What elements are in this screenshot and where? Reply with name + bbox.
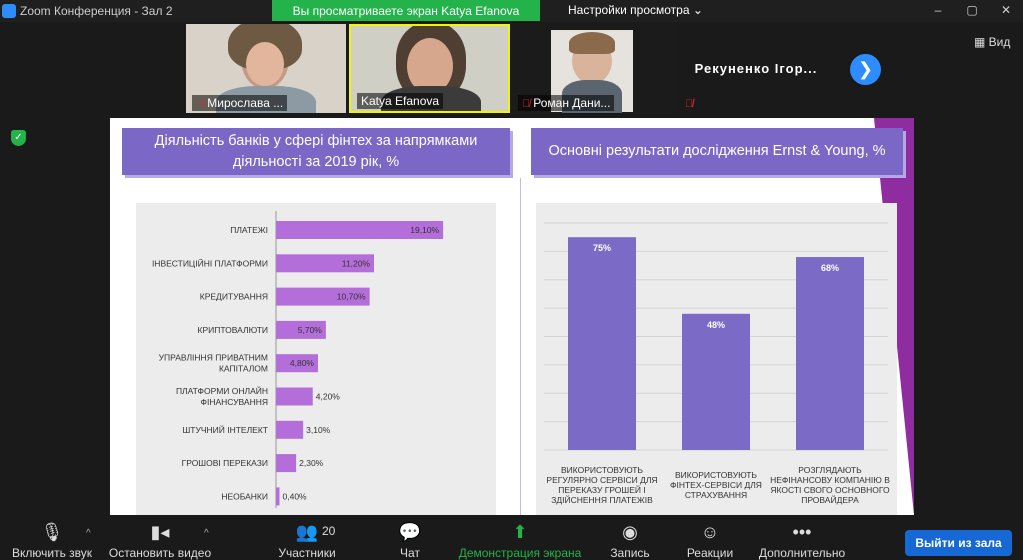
category-label: ГРОШОВІ ПЕРЕКАЗИ (182, 458, 268, 468)
bar-value-label: 11,20% (342, 258, 371, 268)
minimize-button[interactable]: – (934, 3, 942, 17)
next-page-arrow-icon[interactable]: ❯ (850, 54, 881, 85)
chat-button[interactable]: 💬 Чат (388, 518, 432, 560)
reactions-button[interactable]: ☺ Реакции (680, 518, 740, 560)
participants-button[interactable]: 👥 Участники (270, 518, 344, 560)
bar-value-label: 4,20% (316, 392, 341, 402)
share-screen-arrow-icon: ⬆ (512, 522, 528, 542)
bar-h (276, 420, 304, 439)
video-camera-icon: ▮◂ (150, 522, 170, 542)
category-label: ПЛАТЕЖІ (230, 225, 268, 235)
bar-value-label: 0,40% (283, 491, 308, 501)
stop-video-button[interactable]: ▮◂ Остановить видео (102, 518, 218, 560)
category-label: КРИПТОВАЛЮТИ (198, 325, 269, 335)
participant-name-large: Рекуненко Ігор... (694, 61, 818, 76)
meeting-toolbar: 🎙 Включить звук ▮◂ Остановить видео 👥 Уч… (0, 518, 1023, 560)
participant-tile-no-video[interactable]: Рекуненко Ігор... 🎙̸ (675, 24, 837, 113)
bar-h (276, 354, 318, 373)
microphone-muted-icon: 🎙 (40, 522, 64, 542)
participant-tile[interactable]: 🎙̸ Роман Дани... (512, 24, 673, 113)
bar-value-label: 75% (593, 243, 611, 253)
participant-tile[interactable]: 🎙̸ Мирослава ... (186, 24, 346, 113)
bar-value-label: 4,80% (290, 358, 315, 368)
unmute-button[interactable]: 🎙 Включить звук (4, 518, 100, 560)
category-label: РОЗГЛЯДАЮТЬ НЕФІНАНСОВУ КОМПАНІЮ В ЯКОСТІ … (770, 465, 890, 505)
bar-h (276, 287, 370, 306)
participant-name: 🎙̸ Роман Дани... (518, 95, 615, 111)
bar-value-label: 5,70% (298, 325, 323, 335)
bar-h (276, 454, 297, 473)
right-chart-title: Основні результати дослідження Ernst & Y… (531, 128, 903, 175)
bar-value-label: 19,10% (410, 225, 439, 235)
bar-value-label: 2,30% (299, 458, 324, 468)
maximize-button[interactable]: ▢ (966, 3, 978, 17)
grid-icon: ▦ (974, 35, 989, 49)
mic-muted-icon: 🎙̸ (685, 98, 695, 110)
left-chart-title: Діяльність банків у сфері фінтех за напр… (122, 128, 510, 175)
shared-slide: Діяльність банків у сфері фінтех за напр… (110, 118, 914, 515)
participant-name: 🎙̸ Мирослава ... (192, 95, 288, 111)
close-button[interactable]: ✕ (1000, 3, 1012, 17)
bar-v (796, 257, 864, 450)
bar-value-label: 68% (821, 263, 839, 273)
vertical-bar-chart: 75% ВИКОРИСТОВУЮТЬ РЕГУЛЯРНО СЕРВІСИ ДЛЯ ПЕ… (544, 222, 890, 505)
screen-share-banner: Вы просматриваете экран Katya Efanova (272, 0, 540, 21)
mic-muted-icon: 🎙̸ (196, 98, 205, 110)
more-button[interactable]: ••• Дополнительно (754, 518, 850, 560)
video-options-chevron-icon[interactable]: ^ (204, 528, 209, 539)
category-label: КРЕДИТУВАННЯ (200, 292, 268, 302)
category-label: ВИКОРИСТОВУЮТЬ РЕГУЛЯРНО СЕРВІСИ ДЛЯ ПЕРЕК… (546, 465, 657, 505)
share-screen-button[interactable]: ⬆ Демонстрация экрана (456, 518, 584, 560)
category-label: УПРАВЛІННЯ ПРИВАТНИМ КАПІТАЛОМ (159, 353, 268, 374)
bar-v (568, 237, 636, 450)
category-label: ПЛАТФОРМИ ОНЛАЙН ФІНАНСУВАННЯ (176, 385, 268, 407)
slide-divider (520, 178, 521, 515)
participant-name: Katya Efanova (357, 93, 444, 109)
category-label: ШТУЧНИЙ ІНТЕЛЕКТ (182, 424, 268, 435)
bar-v (682, 313, 750, 450)
bar-value-label: 48% (707, 320, 725, 330)
audio-options-chevron-icon[interactable]: ^ (86, 528, 91, 539)
participants-icon: 👥 (295, 522, 319, 542)
category-label: ІНВЕСТИЦІЙНІ ПЛАТФОРМИ (152, 257, 268, 268)
bar-value-label: 3,10% (306, 425, 331, 435)
zoom-logo-icon (2, 4, 16, 18)
window-title: Zoom Конференция - Зал 2 (20, 4, 173, 18)
view-settings-button[interactable]: Настройки просмотра ⌄ (568, 3, 703, 17)
bar-value-label: 10,70% (337, 292, 366, 302)
encryption-shield-icon[interactable]: ✓ (11, 130, 26, 146)
mic-muted-icon: 🎙̸ (522, 98, 531, 110)
bar-h (276, 320, 326, 339)
window-controls: – ▢ ✕ (921, 0, 1023, 21)
record-icon: ◉ (622, 522, 638, 542)
bar-h (276, 221, 444, 239)
category-label: ВИКОРИСТОВУЮТЬ ФІНТЕХ-СЕРВІСИ ДЛЯ СТРАХУВА… (670, 470, 762, 500)
bar-h (276, 387, 313, 406)
reaction-smiley-icon: ☺ (700, 522, 720, 542)
participants-count: 20 (322, 524, 336, 538)
more-dots-icon: ••• (792, 522, 812, 542)
chat-bubble-icon: 💬 (398, 522, 422, 542)
leave-room-button[interactable]: Выйти из зала (905, 530, 1012, 556)
bar-h (276, 487, 280, 506)
category-label: НЕОБАНКИ (221, 491, 268, 501)
record-button[interactable]: ◉ Запись (600, 518, 660, 560)
view-button[interactable]: ▦ Вид (974, 35, 1011, 49)
participant-tile-active-speaker[interactable]: Katya Efanova (349, 24, 510, 113)
bar-h (276, 254, 374, 273)
horizontal-bar-chart: 19,10% ПЛАТЕЖІ 11,20% ІНВЕСТИЦІЙНІ ПЛАТФОРМ… (152, 211, 444, 508)
